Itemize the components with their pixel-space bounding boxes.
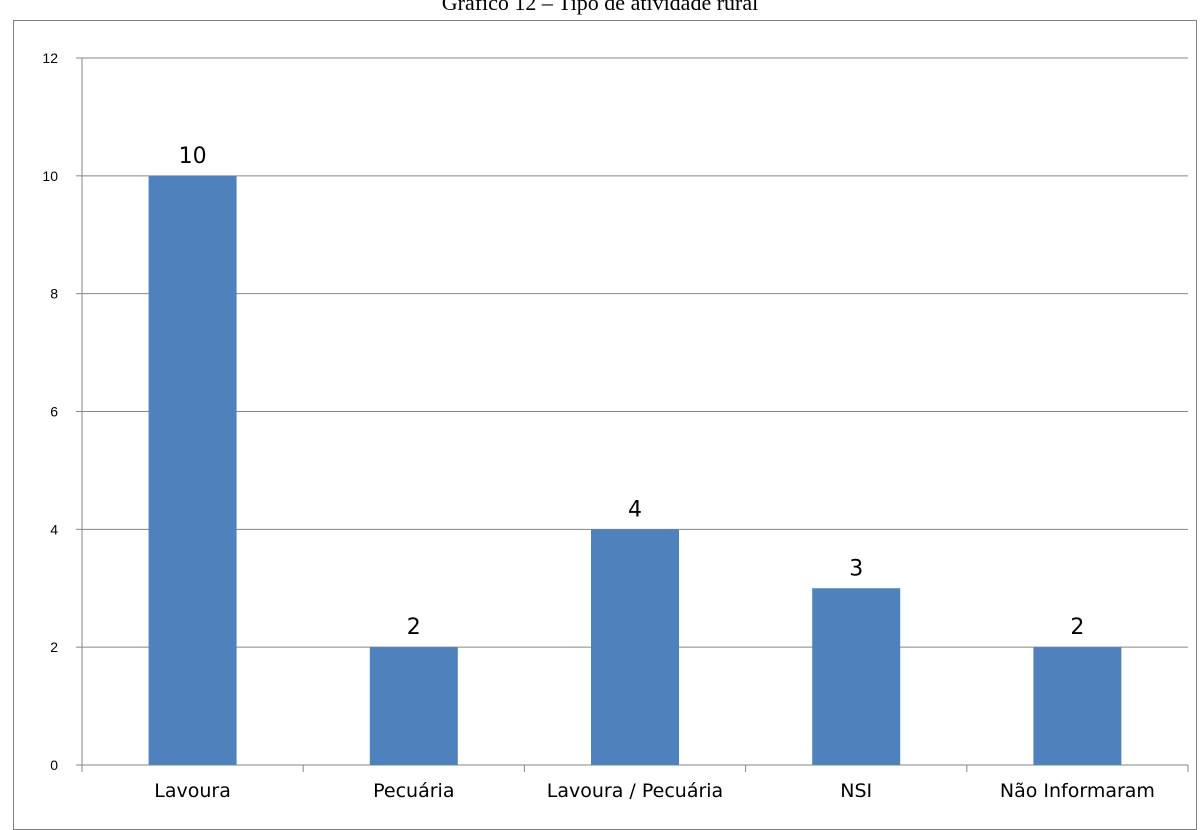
y-tick-label: 4 [50, 521, 58, 537]
y-tick-label: 8 [50, 286, 58, 302]
y-tick-label: 2 [50, 639, 58, 655]
y-tick-label: 12 [42, 50, 58, 66]
data-label: 2 [1070, 615, 1084, 640]
data-labels: 10 2 4 3 2 [179, 144, 1085, 640]
bar [148, 175, 237, 766]
y-tick-label: 10 [42, 168, 58, 184]
bar [1033, 647, 1122, 765]
bar [812, 588, 901, 765]
x-tick-labels: Lavoura Pecuária Lavoura / Pecuária NSI Não … [154, 780, 1155, 802]
x-tick-label: Pecuária [373, 780, 454, 802]
data-label: 3 [849, 556, 863, 581]
bar [369, 647, 458, 765]
y-tick-label: 0 [50, 757, 58, 773]
x-tick-label: NSI [840, 780, 872, 802]
x-tick-label: Lavoura [154, 780, 231, 802]
data-label: 4 [628, 497, 642, 522]
y-tick-label: 6 [50, 404, 58, 420]
x-tick-label: Lavoura / Pecuária [547, 780, 723, 802]
x-tick-label: Não Informaram [1000, 780, 1155, 802]
data-label: 2 [407, 615, 421, 640]
bars [148, 175, 1122, 766]
data-label: 10 [179, 144, 207, 169]
chart-title: Gráfico 12 – Tipo de atividade rural [441, 0, 759, 15]
y-tick-labels: 0 2 4 6 8 10 12 [42, 50, 58, 773]
bar [591, 529, 679, 765]
